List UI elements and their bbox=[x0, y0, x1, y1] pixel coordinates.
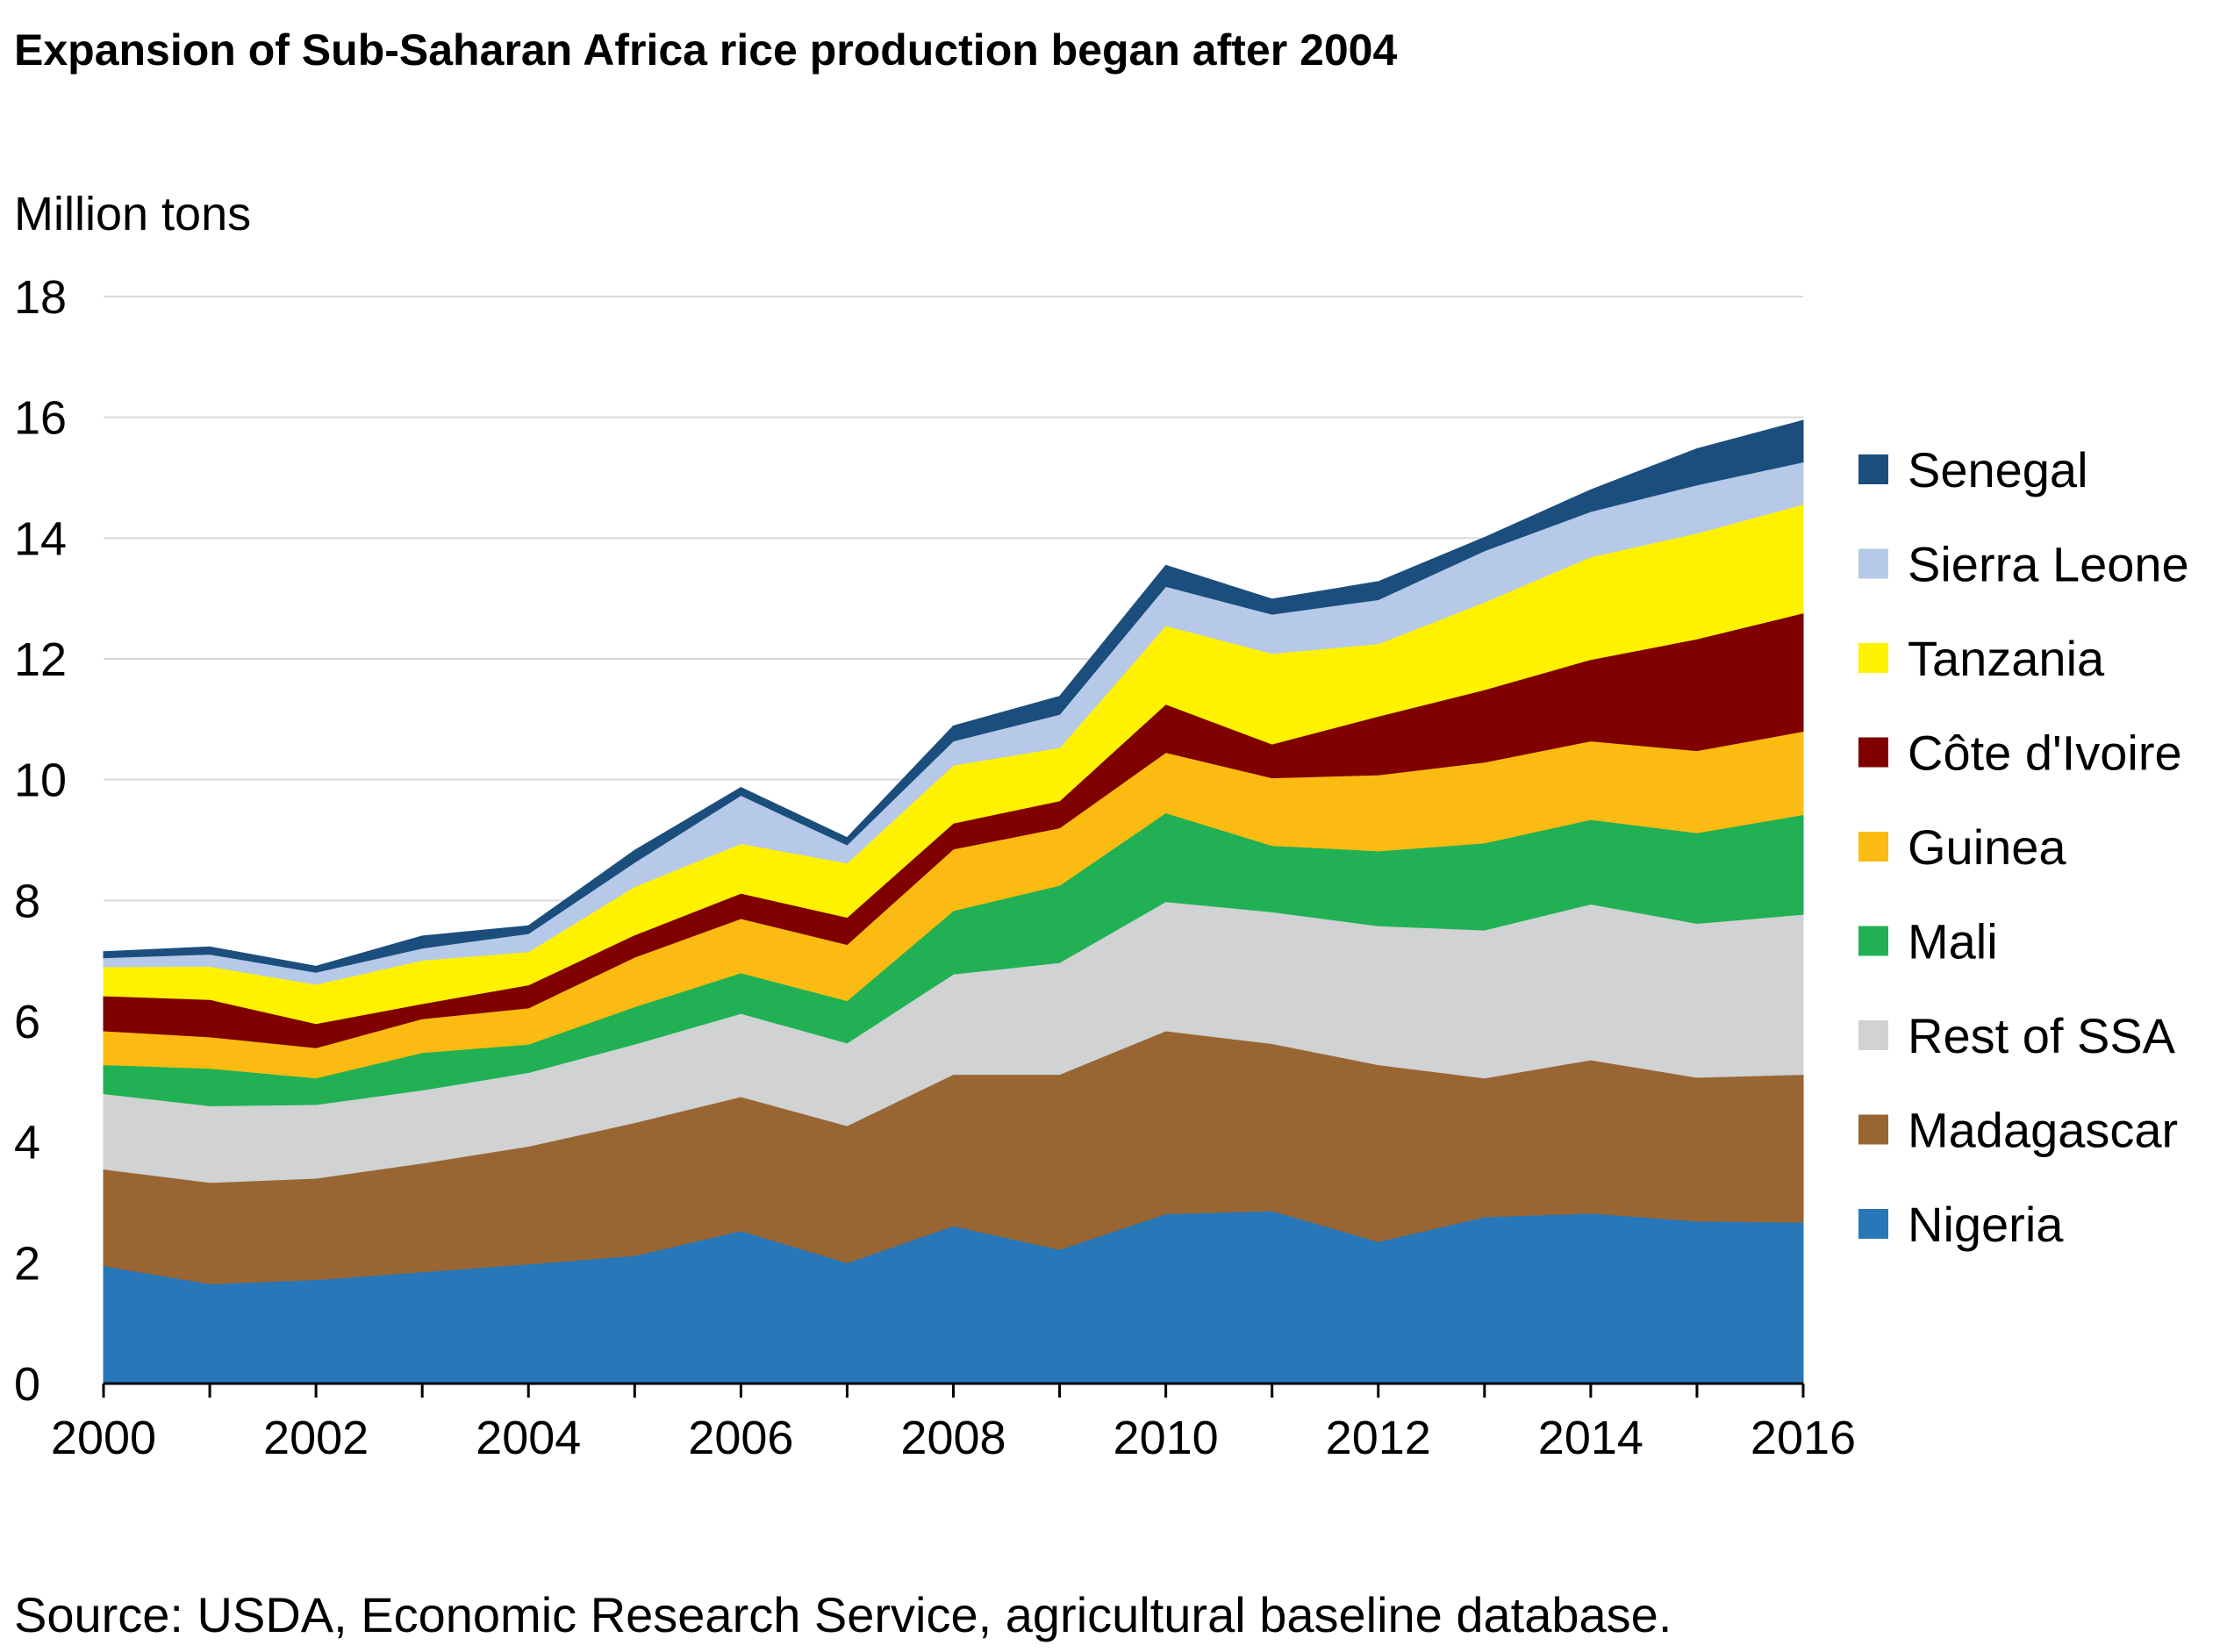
x-tick-label-2012: 2012 bbox=[1326, 1412, 1431, 1464]
legend-label-rest-of-ssa: Rest of SSA bbox=[1908, 1008, 2176, 1063]
x-tick-label-2006: 2006 bbox=[688, 1412, 793, 1464]
y-tick-label-2: 2 bbox=[14, 1237, 40, 1290]
legend-swatch-sierra-leone bbox=[1858, 548, 1888, 579]
x-tick-label-2000: 2000 bbox=[51, 1412, 156, 1464]
legend-swatch-senegal bbox=[1858, 454, 1888, 484]
y-tick-label-8: 8 bbox=[14, 875, 40, 927]
legend-swatch-guinea bbox=[1858, 832, 1888, 862]
x-tick-label-2010: 2010 bbox=[1114, 1412, 1219, 1464]
legend-label-madagascar: Madagascar bbox=[1908, 1103, 2178, 1158]
axes: 0 2 4 6 8 10 12 14 16 18 Million tons 2000 2002 2004 2… bbox=[14, 188, 1856, 1464]
y-tick-label-6: 6 bbox=[14, 996, 40, 1048]
legend-label-mali: Mali bbox=[1908, 914, 1998, 969]
legend-label-guinea: Guinea bbox=[1908, 819, 2066, 875]
y-tick-label-4: 4 bbox=[14, 1117, 40, 1169]
x-tick-label-2004: 2004 bbox=[476, 1412, 581, 1464]
legend: Senegal Sierra Leone Tanzania Côte d'Ivoire… bbox=[1858, 442, 2189, 1252]
chart-title: Expansion of Sub-Saharan Africa rice pro… bbox=[14, 25, 1398, 75]
chart-source: Source: USDA, Economic Research Service,… bbox=[14, 1587, 1672, 1642]
x-tick-label-2014: 2014 bbox=[1538, 1412, 1643, 1464]
legend-label-tanzania: Tanzania bbox=[1908, 631, 2105, 686]
legend-label-sierra-leone: Sierra Leone bbox=[1908, 537, 2189, 592]
y-tick-label-0: 0 bbox=[14, 1358, 40, 1411]
legend-swatch-rest-of-ssa bbox=[1858, 1020, 1888, 1050]
legend-swatch-tanzania bbox=[1858, 643, 1888, 673]
x-tick-label-2016: 2016 bbox=[1751, 1412, 1856, 1464]
y-tick-label-16: 16 bbox=[14, 392, 67, 445]
x-tick-label-2008: 2008 bbox=[900, 1412, 1006, 1464]
legend-label-c-te-d-ivoire: Côte d'Ivoire bbox=[1908, 726, 2182, 781]
y-tick-label-14: 14 bbox=[14, 512, 67, 565]
y-axis-label: Million tons bbox=[14, 188, 251, 240]
area-senegal bbox=[103, 419, 1804, 973]
legend-label-senegal: Senegal bbox=[1908, 442, 2088, 497]
legend-swatch-mali bbox=[1858, 926, 1888, 956]
legend-swatch-c-te-d-ivoire bbox=[1858, 737, 1888, 768]
legend-swatch-madagascar bbox=[1858, 1114, 1888, 1145]
y-tick-label-10: 10 bbox=[14, 754, 67, 807]
area-series bbox=[103, 419, 1804, 1384]
x-tick-label-2002: 2002 bbox=[263, 1412, 369, 1464]
y-tick-label-18: 18 bbox=[14, 271, 67, 324]
legend-label-nigeria: Nigeria bbox=[1908, 1197, 2064, 1252]
y-tick-label-12: 12 bbox=[14, 633, 67, 686]
legend-swatch-nigeria bbox=[1858, 1209, 1888, 1239]
